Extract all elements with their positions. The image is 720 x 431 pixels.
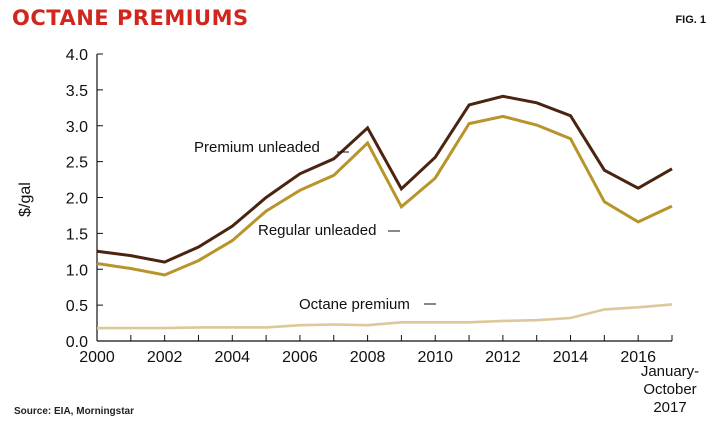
y-tick-label: 3.5: [66, 83, 88, 100]
x-tick-label: 2002: [147, 349, 183, 366]
y-tick-label: 1.5: [66, 226, 88, 243]
x-tick-label-last: January-: [641, 363, 699, 380]
x-tick-label: 2006: [282, 349, 318, 366]
y-tick-label: 2.5: [66, 155, 88, 172]
series-label-octane-premium: Octane premium: [299, 296, 410, 313]
y-tick-label: 1.0: [66, 262, 88, 279]
y-axis-label: $/gal: [17, 182, 34, 217]
y-tick-label: 4.0: [66, 47, 88, 64]
source-note: Source: EIA, Morningstar: [14, 406, 135, 417]
x-tick-label-last: 2017: [653, 399, 686, 416]
x-tick-label: 2012: [485, 349, 521, 366]
series-label-premium-unleaded: Premium unleaded: [194, 139, 320, 156]
series-line-regular-unleaded: [96, 114, 673, 277]
figure-label: FIG. 1: [675, 14, 706, 26]
x-tick-label: 2004: [214, 349, 250, 366]
y-tick-label: 3.0: [66, 119, 88, 136]
x-tick-label-last: October: [643, 381, 696, 398]
series-line-premium-unleaded: [96, 94, 673, 264]
series-line-octane-premium: [97, 303, 673, 330]
x-tick-label: 2014: [553, 349, 589, 366]
y-tick-label: 2.0: [66, 191, 88, 208]
y-tick-label: 0.5: [66, 298, 88, 315]
x-tick-label: 2010: [417, 349, 453, 366]
chart-title: OCTANE PREMIUMS: [12, 6, 249, 30]
x-tick-label: 2000: [79, 349, 115, 366]
x-tick-label: 2008: [350, 349, 386, 366]
x-tick-label: 2016: [620, 349, 656, 366]
series-label-regular-unleaded: Regular unleaded: [258, 222, 376, 239]
y-tick-label: 0.0: [66, 334, 88, 351]
